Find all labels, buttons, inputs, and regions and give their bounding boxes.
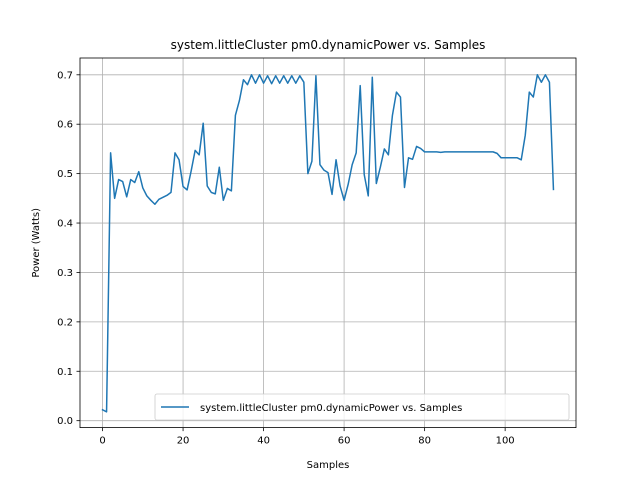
legend-box (154, 393, 570, 421)
series-line-group (101, 74, 555, 413)
y-tick-label: 0.5 (57, 169, 73, 180)
x-tick-label: 40 (257, 436, 270, 447)
y-tick-label: 0.0 (57, 416, 73, 427)
y-axis-label: Power (Watts) (31, 208, 42, 278)
x-tick-label: 0 (99, 436, 105, 447)
x-tick-label: 100 (496, 436, 515, 447)
y-tick-label: 0.2 (57, 317, 73, 328)
y-tick-label: 0.6 (57, 120, 73, 131)
plot-frame (79, 57, 577, 429)
legend: system.littleCluster pm0.dynamicPower vs… (154, 393, 570, 421)
series-line (101, 74, 555, 413)
y-tick-label: 0.1 (57, 367, 73, 378)
y-tick-label: 0.4 (57, 219, 73, 230)
x-tick-label: 80 (418, 436, 431, 447)
x-axis-label: Samples (307, 460, 350, 471)
axis-ticks: 0 20 40 60 80 100 0.0 0.1 0.2 0.3 0.4 0.5 0.6 0.7 (57, 70, 515, 446)
x-tick-label: 60 (338, 436, 351, 447)
chart-title: system.littleCluster pm0.dynamicPower vs… (171, 38, 486, 52)
x-tick-label: 20 (177, 436, 190, 447)
grid-lines (80, 58, 576, 428)
y-tick-label: 0.3 (57, 268, 73, 279)
y-tick-label: 0.7 (57, 70, 73, 81)
legend-label: system.littleCluster pm0.dynamicPower vs… (200, 403, 462, 414)
